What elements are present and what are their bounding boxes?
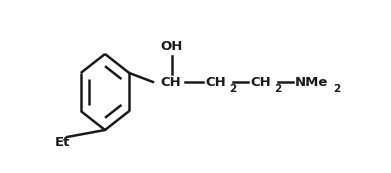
Text: 2: 2: [230, 84, 237, 94]
Text: NMe: NMe: [295, 75, 328, 89]
Text: OH: OH: [160, 39, 183, 52]
Text: CH: CH: [250, 75, 271, 89]
Text: CH: CH: [160, 75, 181, 89]
Text: Et: Et: [55, 135, 70, 148]
Text: 2: 2: [334, 84, 341, 94]
Text: 2: 2: [274, 84, 282, 94]
Text: CH: CH: [205, 75, 226, 89]
